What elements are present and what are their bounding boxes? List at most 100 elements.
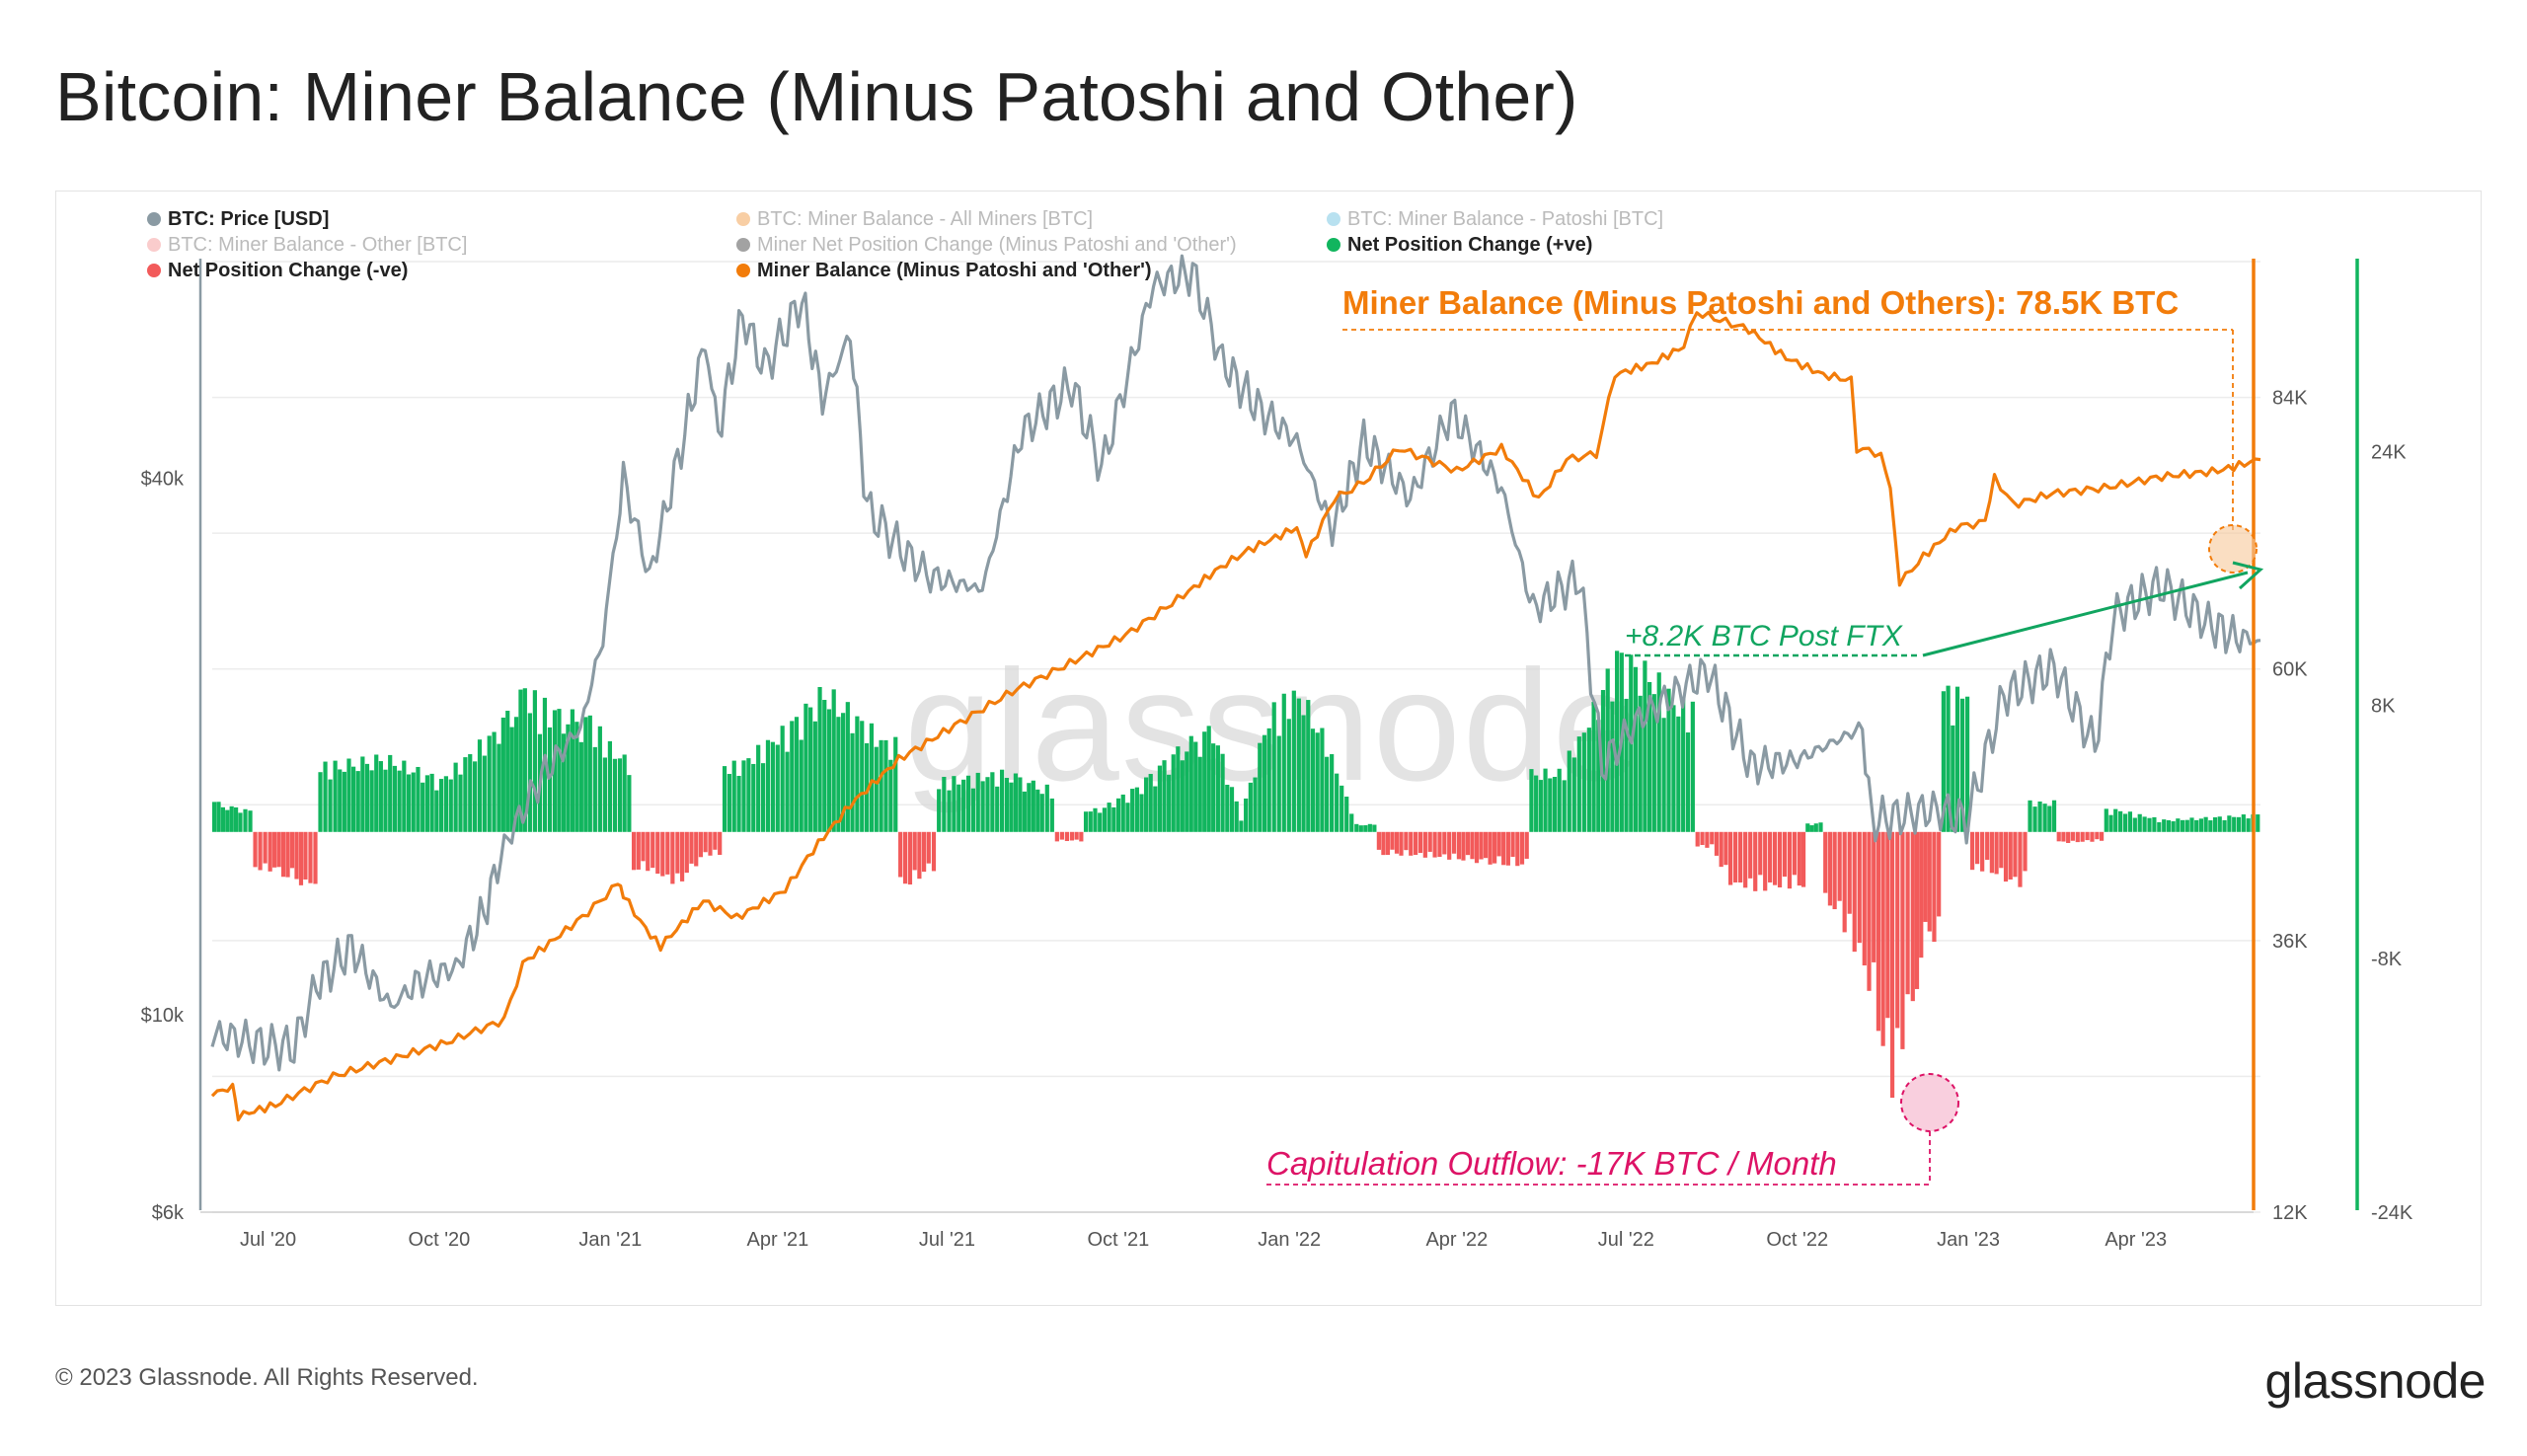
bar-positive xyxy=(765,739,771,832)
bar-positive xyxy=(229,805,234,832)
bar-positive xyxy=(328,779,333,832)
bar-positive xyxy=(1102,807,1108,832)
bar-negative xyxy=(1862,831,1867,966)
bar-positive xyxy=(1093,807,1098,832)
bar-positive xyxy=(999,769,1005,832)
bar-positive xyxy=(566,724,571,832)
bar-positive xyxy=(980,781,985,832)
legend-marker xyxy=(147,212,161,226)
bar-positive xyxy=(561,733,567,832)
bar-negative xyxy=(907,831,913,885)
bar-positive xyxy=(1281,693,1286,832)
bar-negative xyxy=(1842,831,1847,933)
x-tick-label: Jul '21 xyxy=(919,1229,975,1251)
bar-positive xyxy=(1301,715,1306,832)
bar-positive xyxy=(2122,813,2128,832)
bar-positive xyxy=(2180,819,2185,832)
bar-positive xyxy=(1661,718,1666,832)
bar-positive xyxy=(808,707,813,832)
bar-negative xyxy=(2066,831,2071,844)
balance-highlight-circle xyxy=(2208,524,2258,574)
netchange-tick-label: 8K xyxy=(2371,695,2396,717)
bar-positive xyxy=(841,713,846,832)
legend-item: Net Position Change (-ve) xyxy=(168,260,408,281)
bar-positive xyxy=(477,739,483,832)
bar-positive xyxy=(505,711,510,832)
bar-positive xyxy=(421,782,425,832)
bar-positive xyxy=(1656,672,1661,832)
bar-negative xyxy=(1852,831,1857,953)
bar-positive xyxy=(1009,782,1014,832)
balance-tick-label: 12K xyxy=(2272,1202,2308,1224)
bar-negative xyxy=(1900,831,1905,1049)
bar-negative xyxy=(1059,831,1064,840)
bar-negative xyxy=(1738,831,1743,883)
bar-negative xyxy=(665,831,670,875)
bar-positive xyxy=(2241,814,2246,832)
bar-positive xyxy=(799,739,804,832)
bar-positive xyxy=(1951,725,1955,832)
bar-negative xyxy=(1399,831,1404,856)
bar-positive xyxy=(1562,780,1567,832)
bar-positive xyxy=(2108,814,2113,832)
bar-positive xyxy=(2032,806,2037,832)
bar-positive xyxy=(879,739,883,832)
bar-positive xyxy=(443,776,448,832)
bar-positive xyxy=(1215,745,1220,832)
bar-positive xyxy=(216,802,221,832)
legend-marker xyxy=(736,238,750,252)
bar-positive xyxy=(2137,813,2142,832)
bar-positive xyxy=(2118,810,2123,832)
bar-negative xyxy=(1705,831,1710,848)
bar-positive xyxy=(1211,743,1216,832)
bar-positive xyxy=(1529,769,1534,832)
bar-positive xyxy=(1167,774,1172,832)
bar-negative xyxy=(1432,831,1437,858)
bar-negative xyxy=(1768,831,1773,882)
bar-negative xyxy=(308,831,313,883)
bar-negative xyxy=(1404,831,1409,851)
bar-positive xyxy=(411,772,416,832)
bar-positive xyxy=(2132,817,2137,832)
legend-marker xyxy=(147,264,161,277)
bar-negative xyxy=(276,831,281,868)
bar-positive xyxy=(518,689,523,832)
bar-positive xyxy=(574,722,579,832)
bar-positive xyxy=(527,713,532,832)
bar-negative xyxy=(268,831,272,872)
bar-positive xyxy=(1107,803,1111,832)
bar-negative xyxy=(1867,831,1872,991)
bar-positive xyxy=(1538,780,1543,832)
bar-positive xyxy=(602,757,607,832)
bar-positive xyxy=(1039,794,1044,832)
bar-positive xyxy=(622,754,627,832)
bar-negative xyxy=(694,831,699,867)
bar-positive xyxy=(463,757,468,832)
bar-positive xyxy=(1229,787,1235,832)
bar-positive xyxy=(741,760,746,832)
bar-negative xyxy=(1710,831,1715,845)
bar-negative xyxy=(1470,831,1475,860)
bar-negative xyxy=(1748,831,1753,879)
bar-negative xyxy=(1064,831,1069,842)
bar-negative xyxy=(1837,831,1842,901)
chart-frame xyxy=(55,191,2482,1306)
bar-positive xyxy=(2208,820,2213,832)
glassnode-logo: glassnode xyxy=(2264,1353,2487,1409)
bar-negative xyxy=(2075,831,2080,843)
bar-positive xyxy=(1004,778,1010,832)
bar-negative xyxy=(2056,831,2061,842)
bar-positive xyxy=(1139,794,1144,832)
bar-positive xyxy=(1367,823,1372,832)
bar-positive xyxy=(1296,698,1301,832)
bar-positive xyxy=(2203,816,2208,832)
bar-positive xyxy=(1125,803,1130,832)
bar-negative xyxy=(1847,831,1852,914)
bar-positive xyxy=(1018,777,1023,832)
bar-positive xyxy=(780,726,785,832)
bar-positive xyxy=(2256,814,2260,832)
bar-positive xyxy=(547,727,553,832)
ftx-annotation-label: +8.2K BTC Post FTX xyxy=(1625,620,1903,652)
bar-positive xyxy=(1959,698,1965,832)
bar-positive xyxy=(1643,660,1647,832)
